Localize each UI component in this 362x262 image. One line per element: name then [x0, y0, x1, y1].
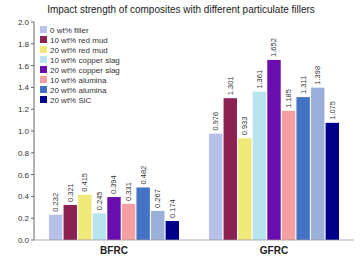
bar — [107, 197, 120, 240]
y-tick-label: 0.8 — [18, 149, 30, 158]
y-tick — [31, 65, 34, 66]
y-tick-label: 2.0 — [18, 18, 30, 27]
legend-swatch — [40, 76, 47, 83]
y-tick — [31, 22, 34, 23]
y-tick-label: 0.0 — [18, 236, 30, 245]
bar — [122, 204, 135, 240]
legend-swatch — [40, 86, 47, 93]
legend-swatch — [40, 46, 47, 53]
legend-label: 10 wt% red mud — [50, 36, 108, 45]
data-label: 0.232 — [51, 193, 60, 212]
y-tick-label: 0.2 — [18, 214, 30, 223]
data-label: 1.652 — [269, 38, 278, 57]
y-axis: 0.0 0.2 0.4 0.6 0.8 1.0 1.2 1.4 1.6 1.8 2.0 — [18, 18, 34, 245]
data-label: 1.301 — [226, 76, 235, 95]
legend-swatch — [40, 26, 47, 33]
y-tick-label: 1.8 — [18, 40, 30, 49]
bar — [166, 221, 179, 240]
y-tick-label: 0.6 — [18, 171, 30, 180]
y-tick-label: 0.4 — [18, 192, 30, 201]
data-label: 0.415 — [80, 173, 89, 192]
data-label: 0.482 — [139, 166, 148, 185]
bar — [326, 123, 339, 240]
data-label: 0.976 — [211, 112, 220, 131]
data-label: 0.321 — [66, 183, 75, 202]
y-tick — [31, 87, 34, 88]
legend-label: 20 wt% copper slag — [50, 66, 120, 75]
bar — [78, 195, 91, 240]
bar — [224, 98, 237, 240]
title: Impact strength of composites with diffe… — [47, 4, 315, 15]
legend-label: 10 wt% alumina — [50, 76, 107, 85]
data-label: 1.311 — [299, 76, 308, 94]
bar — [296, 97, 309, 240]
y-tick-label: 1.6 — [18, 62, 30, 71]
data-label: 1.398 — [313, 66, 322, 85]
y-tick — [31, 152, 34, 153]
y-tick-label: 1.2 — [18, 105, 30, 114]
y-tick — [31, 196, 34, 197]
legend-label: 20 wt% SiC — [50, 96, 92, 105]
legend-swatch — [40, 66, 47, 73]
data-label: 0.174 — [168, 199, 177, 218]
data-label: 0.267 — [153, 189, 162, 208]
bar — [64, 205, 77, 240]
data-label: 1.075 — [328, 101, 337, 120]
y-tick — [31, 174, 34, 175]
legend-label: 20 wt% alumina — [50, 86, 107, 95]
data-label: 1.361 — [255, 70, 264, 89]
y-tick-label: 1.0 — [18, 127, 30, 136]
y-tick — [31, 109, 34, 110]
x-tick-label: GFRC — [260, 245, 288, 256]
legend: 0 wt% filler10 wt% red mud20 wt% red mud… — [40, 26, 120, 105]
legend-label: 10 wt% copper slag — [50, 56, 120, 65]
bar — [151, 211, 164, 240]
bar — [93, 213, 106, 240]
data-label: 0.331 — [124, 182, 133, 201]
chart: Impact strength of composites with diffe… — [0, 0, 362, 262]
y-tick-label: 1.4 — [18, 83, 30, 92]
data-label: 0.394 — [109, 175, 118, 194]
bars — [49, 60, 339, 240]
bar — [311, 88, 324, 240]
y-tick — [31, 240, 34, 241]
bar — [209, 134, 222, 240]
bar — [253, 92, 266, 240]
data-label: 0.245 — [95, 192, 104, 211]
bar — [267, 60, 280, 240]
y-tick — [31, 218, 34, 219]
bar — [49, 215, 62, 240]
baseline — [34, 240, 354, 241]
bar — [282, 111, 295, 240]
bar — [136, 187, 149, 240]
y-tick — [31, 131, 34, 132]
bar — [238, 138, 251, 240]
legend-label: 20 wt% red mud — [50, 46, 108, 55]
legend-swatch — [40, 36, 47, 43]
x-tick-label: BFRC — [100, 245, 128, 256]
data-label: 1.185 — [284, 89, 293, 108]
legend-label: 0 wt% filler — [50, 26, 89, 35]
y-tick — [31, 43, 34, 44]
data-label: 0.933 — [240, 117, 249, 136]
legend-swatch — [40, 56, 47, 63]
legend-swatch — [40, 96, 47, 103]
